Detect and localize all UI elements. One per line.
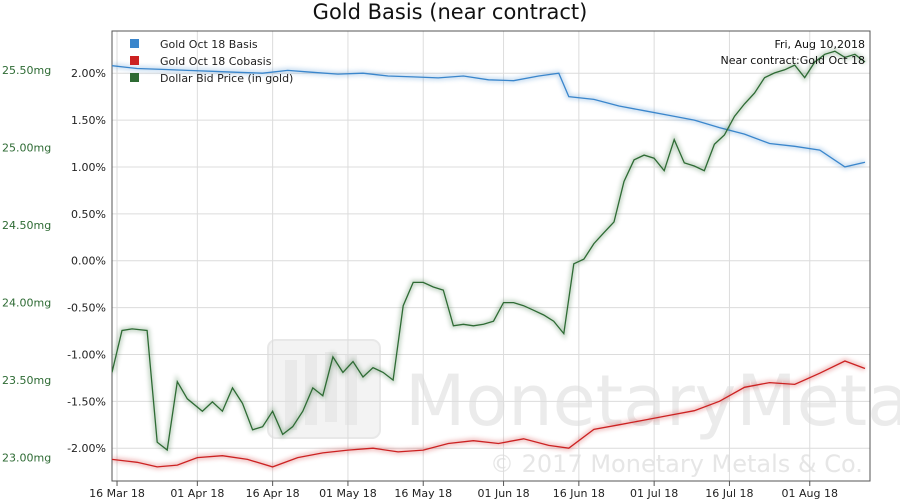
right-axis-tick-label: 2.00%	[71, 67, 106, 80]
left-axis-tick-label: 24.50mg	[2, 219, 51, 232]
right-axis-tick-label: 1.00%	[71, 161, 106, 174]
annotation-line: Near contract:Gold Oct 18	[721, 54, 865, 67]
left-axis: 25.50mg 25.00mg 24.50mg 24.00mg 23.50mg 23.00…	[2, 64, 51, 465]
right-axis-tick-label: 1.50%	[71, 114, 106, 127]
legend-label: Gold Oct 18 Basis	[160, 38, 258, 51]
left-axis-tick-label: 25.50mg	[2, 64, 51, 77]
plot-border	[111, 30, 871, 482]
legend-label: Dollar Bid Price (in gold)	[160, 72, 293, 85]
left-axis-tick-label: 23.50mg	[2, 374, 51, 387]
right-axis-tick-label: -2.00%	[67, 442, 106, 455]
annotation-line: Fri, Aug 10,2018	[774, 38, 865, 51]
x-axis-tick-label: 16 Jun 18	[553, 487, 605, 500]
x-axis-tick-label: 01 May 18	[319, 487, 377, 500]
right-axis-tick-label: -1.00%	[67, 348, 106, 361]
x-axis: 16 Mar 18 01 Apr 18 16 Apr 18 01 May 18 16 M…	[89, 481, 838, 500]
left-axis-tick-label: 25.00mg	[2, 141, 51, 154]
legend-label: Gold Oct 18 Cobasis	[160, 55, 272, 68]
right-axis: 2.00% 1.50% 1.00% 0.50% 0.00% -0.50% -1.00% -1.…	[67, 67, 106, 455]
watermark-logo-bar	[285, 360, 297, 430]
right-axis-tick-label: 0.00%	[71, 255, 106, 268]
legend-swatch	[130, 73, 139, 82]
legend-swatch	[130, 39, 139, 48]
x-axis-tick-label: 01 Jun 18	[477, 487, 529, 500]
legend-swatch	[130, 56, 139, 65]
date-annotation: Fri, Aug 10,2018 Near contract:Gold Oct 1…	[721, 38, 865, 67]
x-axis-tick-label: 16 May 18	[394, 487, 452, 500]
legend: Gold Oct 18 Basis Gold Oct 18 Cobasis Doll…	[130, 38, 293, 85]
x-axis-tick-label: 16 Mar 18	[89, 487, 145, 500]
series-line-0	[112, 65, 866, 168]
watermark-copyright: © 2017 Monetary Metals & Co.	[490, 450, 863, 478]
chart-title: Gold Basis (near contract)	[313, 0, 588, 24]
x-axis-tick-label: 16 Jul 18	[705, 487, 753, 500]
x-axis-tick-label: 01 Jul 18	[630, 487, 678, 500]
right-axis-tick-label: -0.50%	[67, 302, 106, 315]
series-layer	[112, 48, 867, 470]
x-axis-tick-label: 16 Apr 18	[246, 487, 300, 500]
x-axis-tick-label: 01 Aug 18	[782, 487, 838, 500]
x-axis-tick-label: 01 Apr 18	[170, 487, 224, 500]
left-axis-tick-label: 24.00mg	[2, 297, 51, 310]
right-axis-tick-label: 0.50%	[71, 208, 106, 221]
right-axis-tick-label: -1.50%	[67, 395, 106, 408]
series-line-2	[112, 50, 866, 452]
series-line-1	[112, 360, 866, 468]
left-axis-tick-label: 23.00mg	[2, 452, 51, 465]
